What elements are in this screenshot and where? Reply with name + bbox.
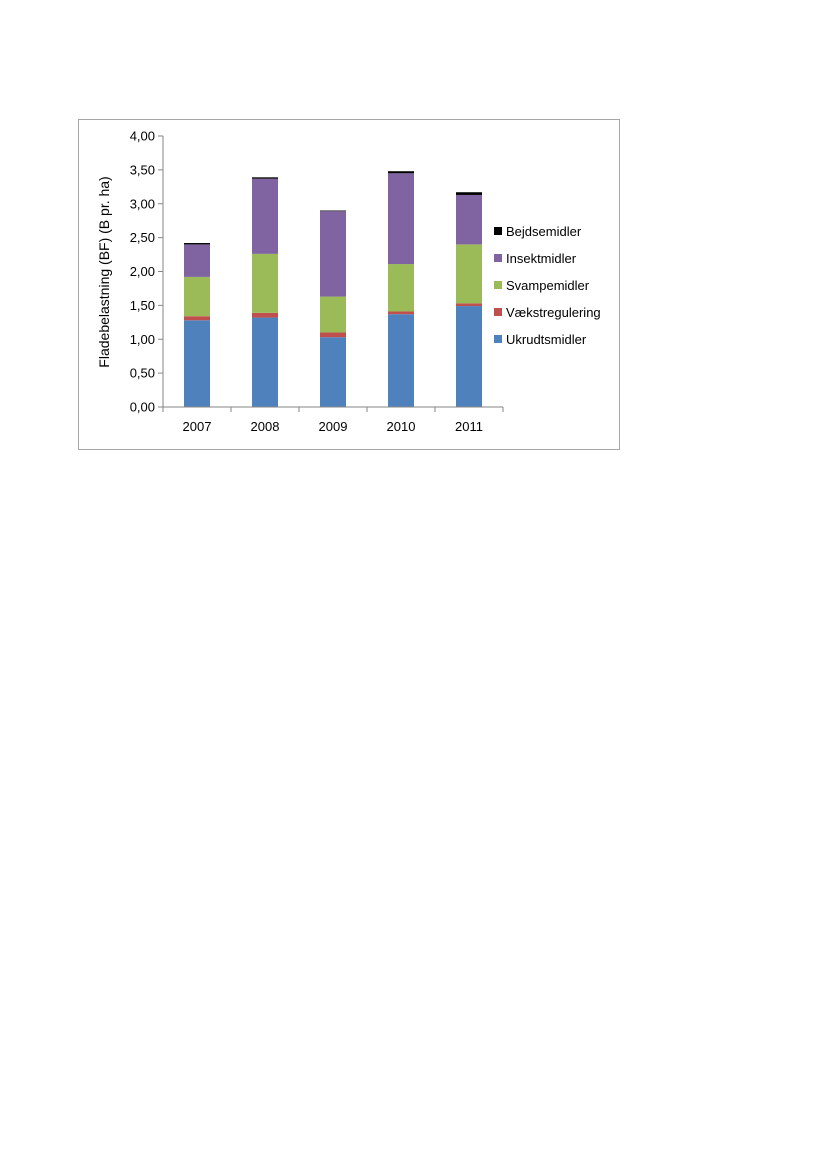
legend-label: Bejdsemidler — [506, 224, 582, 239]
bar-segment — [456, 303, 482, 307]
y-tick-label: 3,50 — [130, 162, 155, 177]
chart-area: 0,00 0,50 1,00 1,50 2,00 2,50 3,00 3,50 4,00 200… — [78, 119, 620, 450]
stacked-bar-chart: 0,00 0,50 1,00 1,50 2,00 2,50 3,00 3,50 4,00 200… — [96, 129, 601, 435]
bar-segment — [252, 253, 278, 313]
x-tick-label: 2011 — [455, 419, 483, 434]
bar-segment — [184, 320, 210, 407]
bar-segment — [320, 296, 346, 333]
bar-segment — [388, 171, 414, 174]
bar-segment — [184, 316, 210, 321]
x-tick-label: 2009 — [319, 419, 348, 434]
legend-swatch — [494, 281, 502, 289]
legend-label: Vækstregulering — [506, 305, 601, 320]
legend-swatch — [494, 227, 502, 235]
y-axis-label: Fladebelastning (BF) (B pr. ha) — [96, 176, 112, 367]
y-tick-label: 3,00 — [130, 196, 155, 211]
y-tick-label: 1,50 — [130, 298, 155, 313]
y-tick-label: 0,50 — [130, 366, 155, 381]
bar-segment — [388, 311, 414, 315]
x-tick-label: 2008 — [251, 419, 280, 434]
y-tick-label: 4,00 — [130, 129, 155, 144]
bar-segment — [184, 244, 210, 277]
bar-segment — [320, 337, 346, 407]
bar-segment — [456, 192, 482, 195]
y-tick-label: 1,00 — [130, 332, 155, 347]
bar-segment — [320, 332, 346, 338]
bar-segment — [252, 317, 278, 407]
legend: Bejdsemidler Insektmidler Svampemidler Væks… — [494, 224, 601, 347]
y-tick-label: 2,00 — [130, 264, 155, 279]
x-tick-label: 2010 — [387, 419, 416, 434]
legend-label: Ukrudtsmidler — [506, 332, 587, 347]
x-axis-ticks: 2007 2008 2009 2010 2011 — [162, 407, 504, 434]
legend-label: Svampemidler — [506, 278, 590, 293]
bar-segment — [388, 173, 414, 265]
bar-segment — [252, 177, 278, 179]
bar-segment — [456, 244, 482, 304]
bars — [184, 171, 482, 407]
legend-swatch — [494, 308, 502, 316]
legend-label: Insektmidler — [506, 251, 577, 266]
y-axis-ticks: 0,00 0,50 1,00 1,50 2,00 2,50 3,00 3,50 4,00 — [130, 129, 163, 415]
bar-segment — [252, 178, 278, 254]
bar-segment — [184, 276, 210, 317]
legend-swatch — [494, 254, 502, 262]
legend-swatch — [494, 335, 502, 343]
bar-segment — [184, 243, 210, 245]
x-tick-label: 2007 — [183, 419, 212, 434]
y-tick-label: 0,00 — [130, 400, 155, 415]
bar-segment — [388, 264, 414, 312]
bar-segment — [456, 194, 482, 245]
bar-segment — [320, 211, 346, 297]
bar-segment — [320, 210, 346, 212]
bar-segment — [456, 306, 482, 407]
y-tick-label: 2,50 — [130, 230, 155, 245]
bar-segment — [388, 314, 414, 407]
bar-segment — [252, 312, 278, 318]
